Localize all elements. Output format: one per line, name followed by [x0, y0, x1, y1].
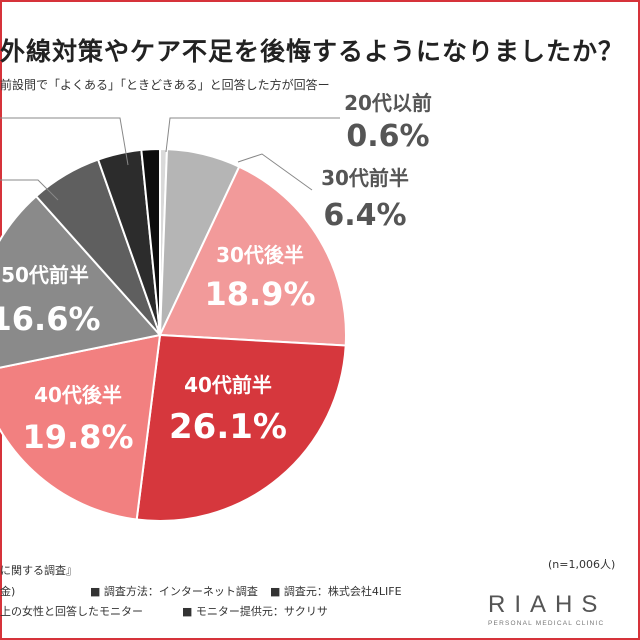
pie-slice	[135, 333, 347, 522]
pie-slice	[0, 333, 162, 521]
brand-logo: RIAHS PERSONAL MEDICAL CLINIC	[488, 591, 606, 627]
slice-label: 20代以前	[344, 91, 432, 115]
pie-slice	[158, 165, 347, 347]
slice-label: 40代前半	[184, 373, 272, 397]
survey-name: に関する調査』	[0, 564, 77, 577]
slice-label: 40代後半	[34, 383, 122, 407]
slice-label: 30代前半	[321, 166, 409, 190]
survey-source: ■ 調査元：株式会社4LIFE	[270, 585, 402, 598]
slice-label: 50代前半	[1, 263, 89, 287]
leader-line	[165, 117, 340, 153]
slice-label: 30代後半	[216, 243, 304, 267]
slice-value: 0.6%	[346, 119, 429, 154]
pie-slice	[0, 194, 162, 369]
chart-subtitle: 前設問で「よくある」「ときどきある」と回答した方が回答ー	[0, 78, 330, 92]
leader-line	[0, 179, 59, 201]
monitor-provider: ■ モニター提供元：サクリサ	[182, 605, 328, 618]
brand-name: RIAHS	[488, 591, 606, 618]
sample-size: (n=1,006人)	[548, 558, 616, 571]
survey-target: 上の女性と回答したモニター	[0, 605, 143, 618]
pie-slice	[140, 147, 161, 336]
slice-value: 26.1%	[169, 407, 287, 447]
chart-title: 外線対策やケア不足を後悔するようになりましたか？	[0, 37, 625, 66]
slice-value: 19.8%	[22, 418, 133, 456]
leader-line	[237, 153, 313, 191]
survey-period: 金)	[0, 585, 16, 598]
slice-value: 18.9%	[204, 275, 315, 313]
survey-method: ■ 調査方法：インターネット調査	[90, 585, 258, 598]
slice-value: 6.4%	[323, 198, 406, 233]
brand-tagline: PERSONAL MEDICAL CLINIC	[488, 620, 604, 627]
slice-value: 16.6%	[0, 300, 101, 338]
leader-line	[0, 117, 129, 166]
